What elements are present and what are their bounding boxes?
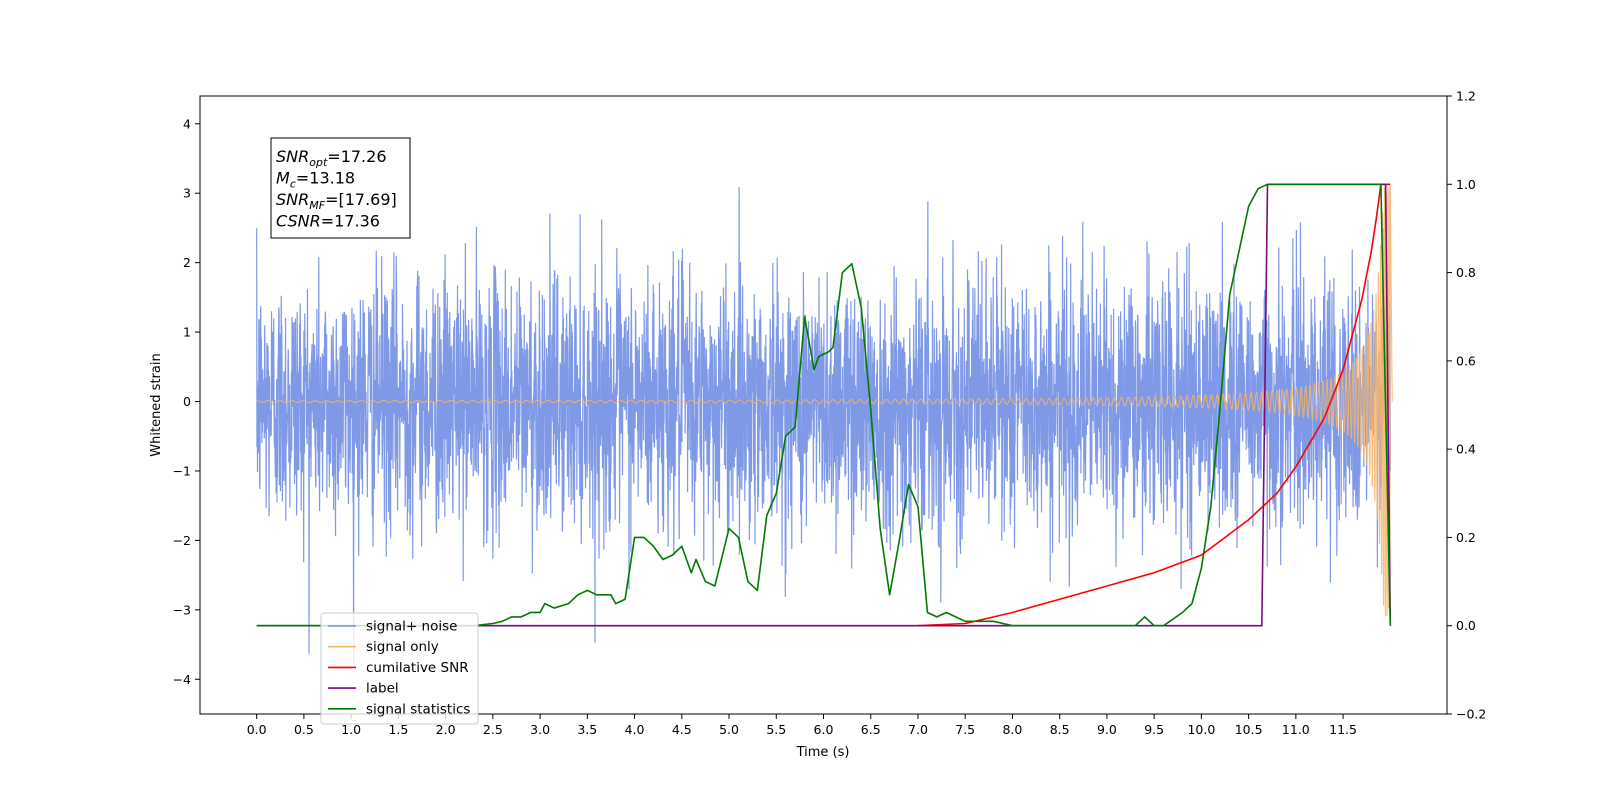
- y2-tick-label: 1.2: [1456, 89, 1476, 104]
- series-signal-only-line: [256, 186, 1393, 617]
- x-tick-label: 1.0: [341, 722, 361, 737]
- x-tick-label: 5.0: [719, 722, 739, 737]
- x-tick-label: 10.0: [1187, 722, 1215, 737]
- series-cumilative-snr-line: [917, 183, 1391, 627]
- y-tick-label: −1: [173, 463, 191, 478]
- legend-label-signal-statistics: signal statistics: [366, 701, 470, 717]
- x-tick-label: 3.0: [530, 722, 550, 737]
- x-axis: 0.0 0.5 1.0 1.5 2.0 2.5 3.0 3.5 4.0 4.5 5.0 5.5 6.0 6…: [247, 714, 1357, 737]
- y2-tick-label: −0.2: [1456, 707, 1486, 722]
- y-tick-label: −4: [173, 672, 191, 687]
- x-tick-label: 11.0: [1282, 722, 1310, 737]
- x-tick-label: 8.0: [1002, 722, 1022, 737]
- plot-content: [256, 183, 1393, 664]
- y2-tick-label: 0.0: [1456, 618, 1476, 633]
- x-tick-label: 6.0: [814, 722, 834, 737]
- y2-tick-label: 0.2: [1456, 530, 1476, 545]
- x-tick-label: 7.5: [955, 722, 975, 737]
- y-tick-label: −2: [173, 533, 191, 548]
- x-axis-label: Time (s): [796, 745, 850, 760]
- x-tick-label: 4.5: [672, 722, 692, 737]
- series-signal-statistics-line: [256, 183, 1392, 627]
- x-tick-label: 1.5: [388, 722, 408, 737]
- y-tick-label: 4: [183, 116, 191, 131]
- stats-annotation-box: SNRopt=17.26Mc=13.18SNRMF=[17.69]CSNR=17…: [270, 137, 411, 239]
- x-tick-label: 3.5: [577, 722, 597, 737]
- x-tick-label: 2.0: [436, 722, 456, 737]
- x-tick-label: 2.5: [483, 722, 503, 737]
- y-tick-label: 1: [183, 325, 191, 340]
- y-tick-label: 2: [183, 255, 191, 270]
- x-tick-label: 9.5: [1144, 722, 1164, 737]
- y-axis-label: Whitened strain: [149, 353, 164, 456]
- y2-tick-label: 0.4: [1456, 442, 1476, 457]
- y2-tick-label: 1.0: [1456, 177, 1476, 192]
- y2-tick-label: 0.6: [1456, 353, 1476, 368]
- x-tick-label: 9.0: [1097, 722, 1117, 737]
- x-tick-label: 11.5: [1329, 722, 1357, 737]
- annotation-line: CSNR=17.36: [276, 212, 380, 231]
- x-tick-label: 0.0: [247, 722, 267, 737]
- x-tick-label: 10.5: [1235, 722, 1263, 737]
- y2-tick-label: 0.8: [1456, 265, 1476, 280]
- x-tick-label: 6.5: [861, 722, 881, 737]
- x-tick-label: 7.0: [908, 722, 928, 737]
- series-signal-noise-line: [256, 187, 1391, 664]
- legend-label-signal-only: signal only: [366, 639, 439, 655]
- legend-frame: [320, 612, 479, 725]
- legend-label-signal-noise: signal+ noise: [366, 619, 457, 635]
- annotation-line: Mc=13.18: [276, 169, 355, 191]
- y-axis-left: −4 −3 −2 −1 0 1 2 3 4: [173, 116, 200, 687]
- annotation-line: SNRopt=17.26: [276, 147, 387, 169]
- legend-label-cumilative-snr: cumilative SNR: [366, 660, 469, 676]
- legend: signal+ noise signal only cumilative SNR la…: [320, 612, 479, 725]
- y-tick-label: 3: [183, 186, 191, 201]
- x-tick-label: 0.5: [294, 722, 314, 737]
- y-axis-right: −0.2 0.0 0.2 0.4 0.6 0.8 1.0 1.2: [1447, 89, 1486, 722]
- x-tick-label: 5.5: [766, 722, 786, 737]
- y-tick-label: 0: [183, 394, 191, 409]
- x-tick-label: 4.0: [625, 722, 645, 737]
- x-tick-label: 8.5: [1050, 722, 1070, 737]
- annotation-line: SNRMF=[17.69]: [276, 190, 397, 212]
- y-tick-label: −3: [173, 602, 191, 617]
- legend-label-label: label: [366, 681, 399, 697]
- annotation-frame: [270, 137, 411, 239]
